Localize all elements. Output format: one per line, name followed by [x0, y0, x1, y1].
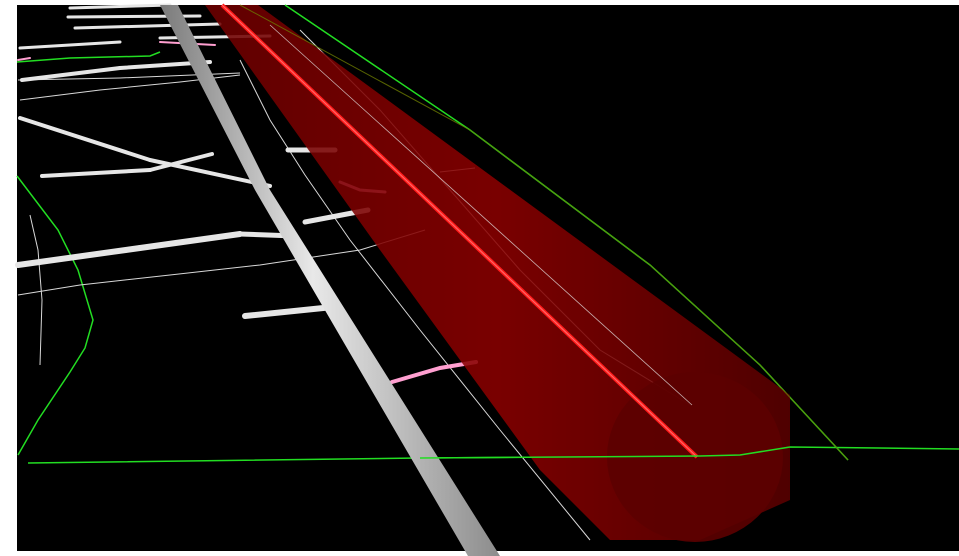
service-pipe-11: [148, 152, 214, 172]
boundary-left: [16, 175, 94, 456]
selected-pipe[interactable]: [205, 3, 790, 542]
selected-pipe-inner-line: [269, 24, 693, 406]
service-pipe-8: [18, 116, 152, 162]
thin-line-2: [17, 229, 426, 296]
main-pipe[interactable]: [160, 5, 500, 556]
selected-pipe-axis-glow: [221, 4, 698, 458]
pink-pipe-4: [17, 57, 31, 61]
service-pipe-10: [40, 168, 152, 178]
service-pipe-5: [18, 40, 122, 50]
service-pipe-17: [242, 304, 336, 319]
service-pipe-14: [137, 231, 243, 251]
service-pipe-3: [73, 22, 222, 30]
boundary-top-left: [16, 51, 161, 63]
thin-line-3: [29, 214, 43, 366]
boundary-diagonal-overlay: [239, 4, 849, 461]
service-pipe-1: [68, 3, 172, 10]
service-pipe-6: [20, 66, 122, 82]
thin-line-road: [239, 59, 591, 541]
boundary-bottom-overlay: [419, 446, 791, 459]
service-pipe-13: [15, 245, 143, 268]
